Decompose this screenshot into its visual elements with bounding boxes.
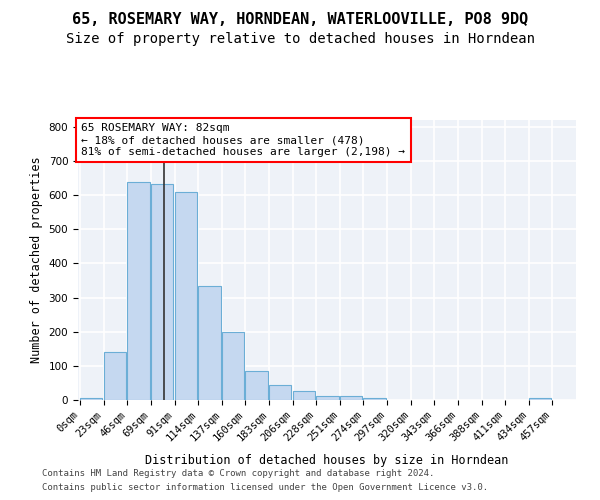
- Bar: [127, 182, 150, 400]
- Bar: [198, 286, 221, 400]
- Bar: [222, 332, 244, 400]
- Text: Contains HM Land Registry data © Crown copyright and database right 2024.: Contains HM Land Registry data © Crown c…: [42, 468, 434, 477]
- Bar: [104, 352, 126, 400]
- Bar: [175, 192, 197, 400]
- Bar: [269, 384, 292, 400]
- Bar: [245, 371, 268, 400]
- Bar: [340, 396, 362, 400]
- Text: Size of property relative to detached houses in Horndean: Size of property relative to detached ho…: [65, 32, 535, 46]
- Text: 65, ROSEMARY WAY, HORNDEAN, WATERLOOVILLE, PO8 9DQ: 65, ROSEMARY WAY, HORNDEAN, WATERLOOVILL…: [72, 12, 528, 28]
- Bar: [293, 392, 315, 400]
- Bar: [151, 184, 173, 400]
- Text: Contains public sector information licensed under the Open Government Licence v3: Contains public sector information licen…: [42, 484, 488, 492]
- Y-axis label: Number of detached properties: Number of detached properties: [30, 156, 43, 364]
- Bar: [316, 396, 338, 400]
- Text: 65 ROSEMARY WAY: 82sqm
← 18% of detached houses are smaller (478)
81% of semi-de: 65 ROSEMARY WAY: 82sqm ← 18% of detached…: [81, 124, 405, 156]
- X-axis label: Distribution of detached houses by size in Horndean: Distribution of detached houses by size …: [145, 454, 509, 468]
- Bar: [364, 398, 386, 400]
- Bar: [80, 398, 103, 400]
- Bar: [529, 398, 551, 400]
